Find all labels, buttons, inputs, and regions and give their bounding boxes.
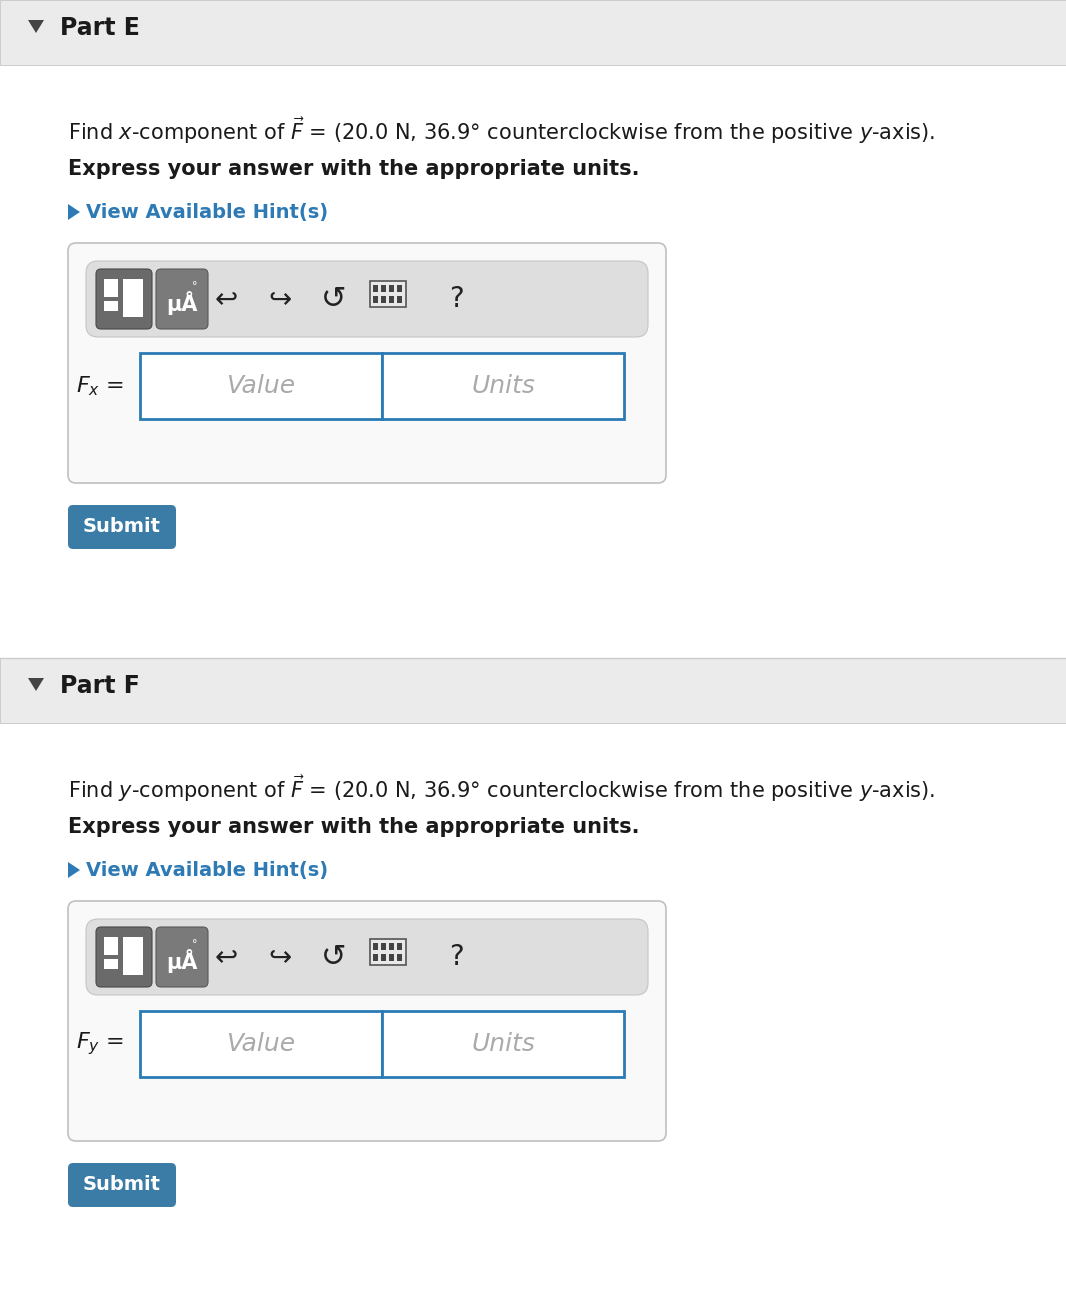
FancyBboxPatch shape [86,919,648,995]
Bar [104,959,118,969]
Text: Express your answer with the appropriate units.: Express your answer with the appropriate… [68,817,640,837]
Text: ↺: ↺ [321,942,346,971]
Bar [381,954,386,961]
Bar [104,937,118,955]
FancyBboxPatch shape [86,261,648,337]
FancyBboxPatch shape [96,926,152,987]
FancyBboxPatch shape [68,901,666,1141]
Bar [104,301,118,311]
Text: ↩: ↩ [214,944,238,971]
Text: View Available Hint(s): View Available Hint(s) [86,861,328,880]
Text: $F_x$ =: $F_x$ = [76,374,124,397]
Bar [397,286,402,292]
Text: μÅ: μÅ [166,291,197,315]
Bar [381,286,386,292]
Text: Find $x$-component of $\vec{F}$ = (20.0 N, 36.9° counterclockwise from the posit: Find $x$-component of $\vec{F}$ = (20.0 … [68,114,935,146]
Bar [381,296,386,303]
Text: Express your answer with the appropriate units.: Express your answer with the appropriate… [68,159,640,179]
FancyBboxPatch shape [156,268,208,329]
Text: °: ° [192,940,198,949]
FancyBboxPatch shape [68,243,666,483]
Bar [397,944,402,950]
FancyBboxPatch shape [96,268,152,329]
Text: Units: Units [471,1032,535,1055]
Bar [373,944,378,950]
Bar [104,279,118,297]
Polygon shape [28,678,44,691]
Bar [0,658,1066,722]
Bar [382,353,624,418]
Bar [370,940,406,965]
Polygon shape [68,204,80,220]
Text: ↪: ↪ [269,944,292,971]
Bar [370,282,406,307]
Bar [397,296,402,303]
Text: Submit: Submit [83,1175,161,1195]
Text: °: ° [192,282,198,291]
Text: μÅ: μÅ [166,949,197,973]
Bar [140,1011,382,1076]
Text: Submit: Submit [83,517,161,537]
Bar [373,296,378,303]
FancyBboxPatch shape [68,505,176,549]
Bar [389,286,394,292]
Text: Part E: Part E [60,16,140,39]
Text: Find $y$-component of $\vec{F}$ = (20.0 N, 36.9° counterclockwise from the posit: Find $y$-component of $\vec{F}$ = (20.0 … [68,772,935,804]
Bar [123,279,143,317]
Text: View Available Hint(s): View Available Hint(s) [86,203,328,222]
Bar [382,1011,624,1076]
Bar [373,954,378,961]
Text: Value: Value [226,1032,295,1055]
Text: ?: ? [449,944,464,971]
Text: Part F: Part F [60,674,140,697]
Polygon shape [68,862,80,878]
Bar [389,944,394,950]
Text: Units: Units [471,374,535,397]
Bar [123,937,143,975]
Bar [381,944,386,950]
Bar [397,954,402,961]
Bar [389,296,394,303]
Bar [373,286,378,292]
Text: ?: ? [449,286,464,313]
Text: $F_y$ =: $F_y$ = [76,1030,124,1057]
Polygon shape [28,20,44,33]
FancyBboxPatch shape [156,926,208,987]
Text: Value: Value [226,374,295,397]
Text: ↪: ↪ [269,286,292,313]
Text: ↩: ↩ [214,286,238,313]
FancyBboxPatch shape [68,1163,176,1207]
Bar [389,954,394,961]
Text: ↺: ↺ [321,284,346,313]
Bar [140,353,382,418]
Bar [0,0,1066,64]
